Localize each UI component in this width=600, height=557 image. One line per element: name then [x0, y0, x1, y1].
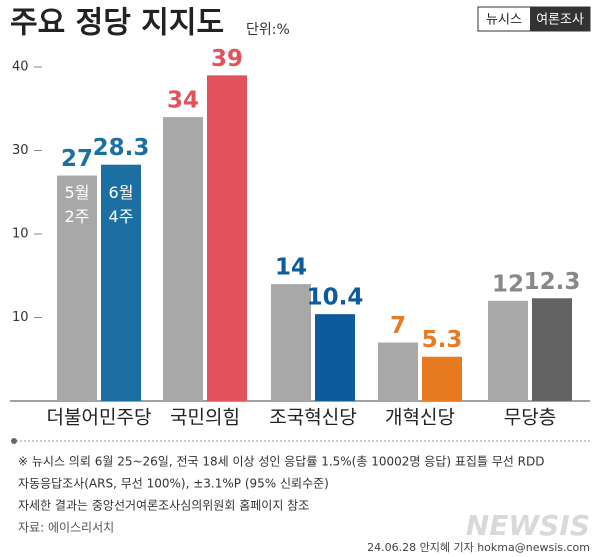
y-tick-label: 30: [12, 143, 29, 158]
credit: 24.06.28 안지혜 기자 hokma@newsis.com: [367, 541, 590, 554]
unit: 단위:%: [246, 22, 290, 38]
badge-text: 뉴시스: [486, 13, 522, 28]
value-label: 7: [390, 313, 406, 339]
bar: [315, 314, 355, 401]
x-tick-label: 개혁신당: [385, 407, 455, 429]
value-label: 10.4: [307, 285, 364, 311]
x-tick-label: 더불어민주당: [47, 407, 152, 429]
badge-text: 여론조사: [536, 13, 584, 28]
x-tick-label: 무당층: [504, 407, 556, 429]
note: 자세한 결과는 중앙선거여론조사심의위원회 홈페이지 참조: [18, 499, 309, 513]
bar: [163, 117, 203, 401]
bar: [488, 300, 528, 401]
chart-title: 주요 정당 지지도: [10, 6, 224, 41]
legend-label: 5월 2주: [65, 183, 90, 226]
bar: [207, 75, 247, 401]
value-label: 14: [275, 255, 307, 281]
bar: [422, 356, 462, 401]
badge-dark: [530, 7, 590, 31]
x-tick-label: 조국혁신당: [269, 407, 356, 429]
bar: [532, 298, 572, 401]
value-label: 28.3: [93, 135, 150, 161]
value-label: 5.3: [422, 327, 463, 353]
note: ※ 뉴시스 의뢰 6월 25~26일, 전국 18세 이상 성인 응답률 1.5…: [18, 455, 544, 469]
source: 자료: 에이스리서치: [18, 521, 114, 535]
value-label: 34: [167, 88, 199, 114]
legend-label: 6월 4주: [109, 183, 134, 226]
value-label: 39: [211, 46, 243, 72]
bar: [271, 284, 311, 401]
bar: [378, 342, 418, 401]
separator-dot: [11, 438, 17, 444]
y-tick-label: 40: [12, 60, 29, 75]
note: 자동응답조사(ARS, 무선 100%), ±3.1%P (95% 신뢰수준): [18, 477, 329, 491]
value-label: 12.3: [524, 269, 581, 295]
x-tick-label: 국민의힘: [170, 407, 240, 429]
y-tick-label: 10: [12, 310, 29, 325]
bar: [101, 164, 141, 401]
bar: [57, 175, 97, 401]
value-label: 12: [492, 271, 524, 297]
value-label: 27: [61, 146, 93, 172]
watermark: NEWSIS: [466, 509, 590, 542]
y-tick-label: 10: [12, 227, 29, 242]
